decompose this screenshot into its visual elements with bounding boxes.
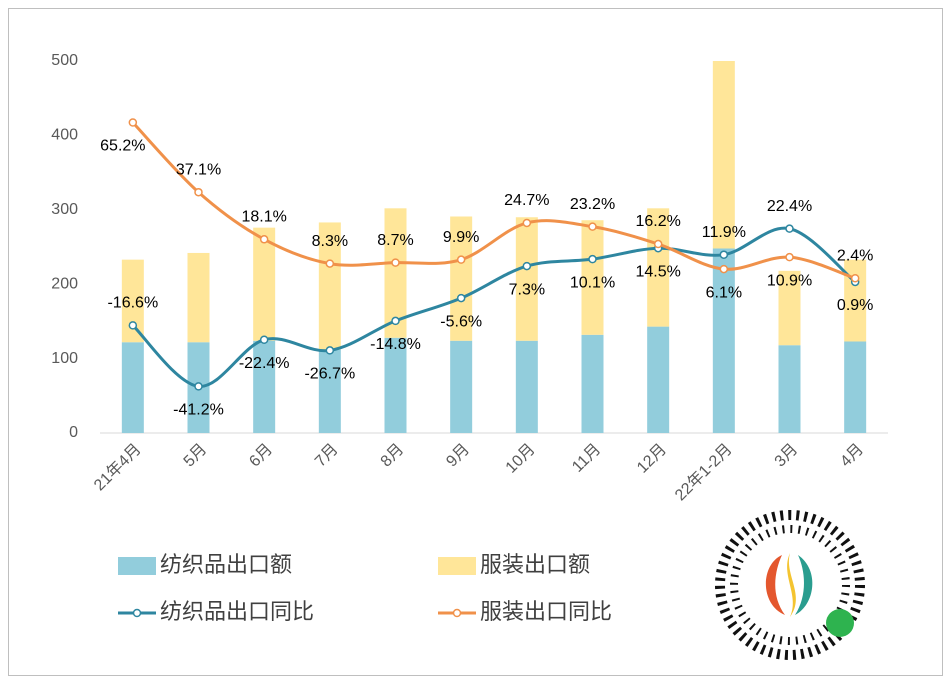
line-marker: [522, 261, 532, 271]
data-label: 6.1%: [706, 284, 742, 301]
y-tick-label: 200: [51, 275, 78, 292]
line-marker: [259, 335, 269, 345]
legend-label: 服装出口同比: [480, 599, 612, 624]
data-label: 18.1%: [241, 209, 286, 226]
line-marker: [194, 187, 203, 197]
legend-marker: [132, 608, 142, 618]
bar: [384, 337, 407, 433]
line-marker: [785, 224, 794, 233]
line-marker: [128, 321, 138, 330]
data-label: 10.1%: [570, 274, 615, 291]
y-tick-label: 100: [51, 350, 78, 367]
line-marker: [325, 346, 335, 355]
data-label: 65.2%: [100, 138, 145, 155]
line-marker: [456, 255, 466, 264]
data-label: -14.8%: [370, 336, 421, 353]
y-tick-label: 0: [69, 424, 78, 441]
data-label: 0.9%: [837, 297, 873, 314]
bar: [450, 216, 473, 341]
bar: [778, 345, 801, 433]
line-marker: [325, 259, 335, 268]
bar: [187, 252, 210, 343]
line-marker: [785, 252, 794, 262]
bar: [253, 227, 276, 341]
line-marker: [522, 218, 532, 228]
line-marker: [391, 316, 400, 326]
line-marker: [588, 254, 597, 264]
data-label: 24.7%: [504, 192, 549, 209]
data-label: 23.2%: [570, 196, 615, 213]
bar: [515, 340, 538, 433]
bar: [712, 61, 735, 249]
line-marker: [653, 239, 663, 249]
line-marker: [850, 273, 860, 283]
data-label: 8.7%: [377, 232, 413, 249]
legend-label: 纺织品出口同比: [160, 599, 314, 624]
data-label: 8.3%: [312, 233, 348, 250]
legend-label: 纺织品出口额: [160, 552, 292, 577]
y-tick-label: 400: [51, 127, 78, 144]
bar: [844, 259, 867, 342]
data-label: -26.7%: [304, 366, 355, 383]
legend-swatch: [118, 557, 156, 575]
data-label: 10.9%: [767, 272, 812, 289]
bar: [581, 334, 604, 433]
bar: [121, 342, 144, 433]
line-marker: [588, 222, 597, 231]
line-marker: [719, 264, 729, 274]
data-label: 2.4%: [837, 247, 873, 264]
bar: [778, 270, 801, 346]
qr-code: [715, 510, 865, 660]
bar: [712, 248, 735, 433]
line-marker: [456, 293, 466, 303]
bar: [318, 222, 341, 350]
line-marker: [194, 382, 203, 391]
data-label: 11.9%: [702, 224, 746, 241]
data-label: 22.4%: [767, 198, 812, 215]
bar: [384, 208, 407, 338]
line-marker: [719, 250, 729, 259]
bar: [581, 220, 604, 335]
data-label: -5.6%: [440, 313, 482, 330]
data-label: 37.1%: [176, 161, 221, 178]
y-tick-label: 300: [51, 201, 78, 218]
legend-marker: [452, 608, 462, 618]
line-marker: [128, 118, 138, 127]
bar: [121, 259, 144, 343]
bar: [647, 326, 670, 433]
line: [131, 226, 857, 388]
legend-label: 服装出口额: [480, 552, 590, 577]
data-label: -41.2%: [173, 402, 224, 419]
line-marker: [259, 235, 269, 244]
bar: [318, 349, 341, 433]
data-label: 9.9%: [443, 229, 479, 246]
bar: [844, 341, 867, 433]
y-tick-label: 500: [51, 52, 78, 69]
data-label: 7.3%: [509, 281, 545, 298]
legend-swatch: [438, 557, 476, 575]
data-label: -16.6%: [107, 295, 158, 312]
data-label: 16.2%: [635, 213, 680, 230]
data-label: 14.5%: [635, 263, 680, 280]
line-marker: [391, 258, 400, 267]
data-label: -22.4%: [239, 355, 290, 372]
bar: [647, 208, 670, 327]
bar: [450, 340, 473, 433]
bar: [515, 217, 538, 341]
bar: [253, 340, 276, 433]
